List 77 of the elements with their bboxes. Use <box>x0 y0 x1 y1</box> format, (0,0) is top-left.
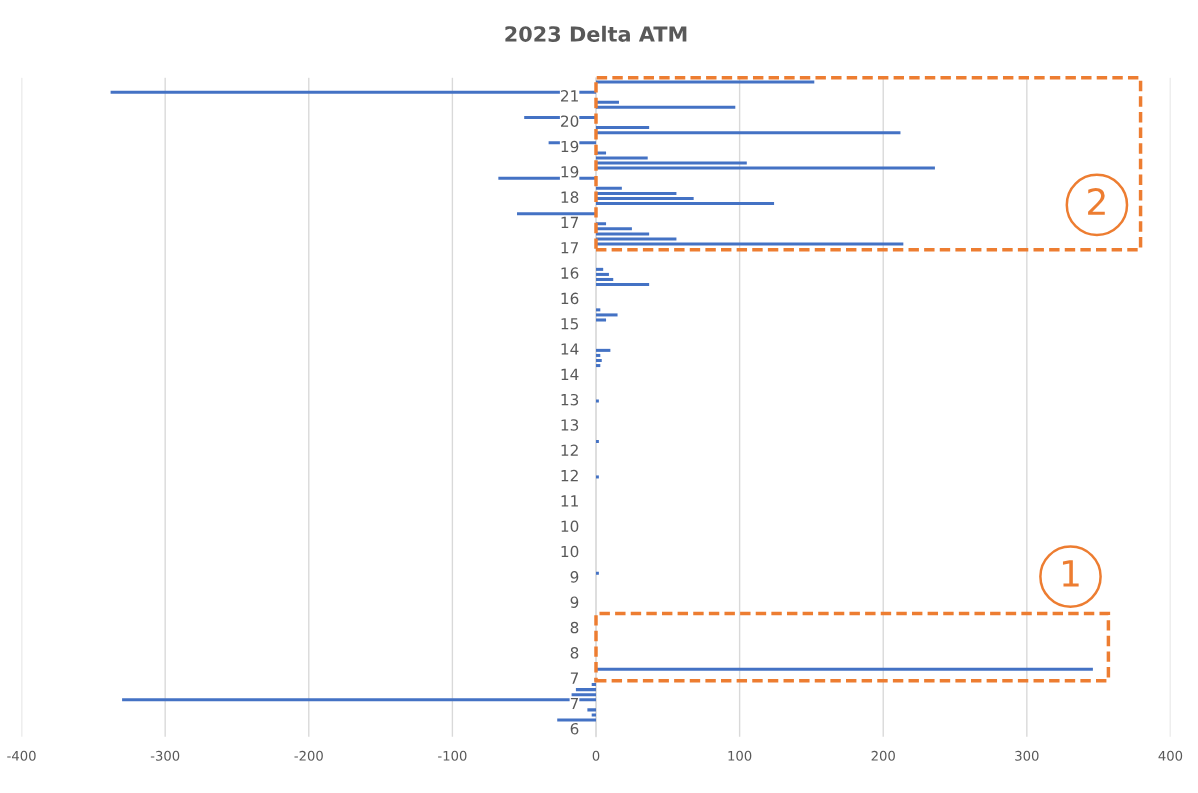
y-tick-label: 12 <box>561 469 578 482</box>
bar <box>587 708 597 712</box>
y-tick-label: 14 <box>561 343 579 355</box>
annotation: 1 <box>1062 560 1079 587</box>
y-tick-label: 8 <box>570 647 579 659</box>
bar <box>596 156 648 160</box>
bar <box>596 191 677 195</box>
y-tick-label: 20 <box>561 115 579 127</box>
bar <box>596 283 650 287</box>
bar <box>596 358 602 363</box>
bar <box>596 439 599 444</box>
y-tick-label: 19 <box>561 140 579 153</box>
bar <box>596 353 601 357</box>
bar <box>596 166 935 170</box>
y-tick-label: 11 <box>561 495 578 507</box>
x-tick-label: -100 <box>438 750 467 761</box>
bar <box>591 713 597 717</box>
y-tick-label: 9 <box>570 571 579 583</box>
x-tick-label: 100 <box>728 750 752 761</box>
bar <box>596 313 618 317</box>
bar <box>596 399 599 403</box>
y-tick-label: 17 <box>561 242 579 254</box>
bar <box>596 242 904 246</box>
bar <box>596 100 619 104</box>
bar <box>596 105 736 109</box>
x-tick-label: 0 <box>592 750 600 761</box>
bar <box>596 202 775 206</box>
bar <box>596 80 815 84</box>
bar <box>596 571 599 575</box>
bar <box>596 475 599 479</box>
bar <box>517 212 597 216</box>
y-tick-label: 17 <box>561 216 579 228</box>
bar <box>591 683 597 687</box>
y-tick-label: 14 <box>561 368 579 380</box>
chart-title: 2023 Delta ATM <box>505 25 687 42</box>
y-tick-label: 7 <box>570 697 579 710</box>
x-tick-label: 300 <box>1015 750 1039 761</box>
bar <box>596 237 677 241</box>
x-tick-label: 200 <box>871 750 895 761</box>
bar <box>596 186 622 190</box>
bar <box>596 277 614 281</box>
bar <box>596 126 650 130</box>
y-tick-label: 8 <box>570 621 579 634</box>
bar <box>596 272 609 276</box>
y-tick-label: 6 <box>570 722 579 735</box>
y-tick-label: 13 <box>561 393 579 406</box>
bar <box>596 267 604 271</box>
y-tick-label: 18 <box>561 191 579 203</box>
x-tick-label: -400 <box>7 750 36 761</box>
y-tick-label: 21 <box>561 90 578 102</box>
y-tick-label: 16 <box>561 292 579 305</box>
y-tick-label: 12 <box>561 444 578 456</box>
y-tick-label: 10 <box>561 520 579 533</box>
x-tick-label: -200 <box>294 750 323 761</box>
y-tick-label: 19 <box>561 166 579 178</box>
annotation: 2 <box>1088 188 1105 215</box>
y-tick-label: 15 <box>561 318 578 330</box>
y-tick-label: 10 <box>561 545 579 558</box>
bar <box>596 308 601 312</box>
x-tick-label: 400 <box>1158 750 1183 761</box>
bar <box>596 667 1093 671</box>
bar <box>596 348 611 352</box>
x-tick-label: -300 <box>150 750 180 761</box>
bar <box>575 688 597 692</box>
y-tick-label: 16 <box>561 267 579 279</box>
y-tick-label: 7 <box>570 672 579 684</box>
bar <box>596 131 901 135</box>
bar <box>596 161 747 165</box>
y-tick-label: 13 <box>561 419 579 431</box>
bar <box>596 364 601 368</box>
bar <box>571 693 597 697</box>
bar <box>557 718 597 722</box>
bar <box>596 227 632 231</box>
bar <box>596 318 607 322</box>
bar <box>596 232 650 236</box>
bar <box>596 196 694 200</box>
y-tick-label: 9 <box>570 596 579 608</box>
